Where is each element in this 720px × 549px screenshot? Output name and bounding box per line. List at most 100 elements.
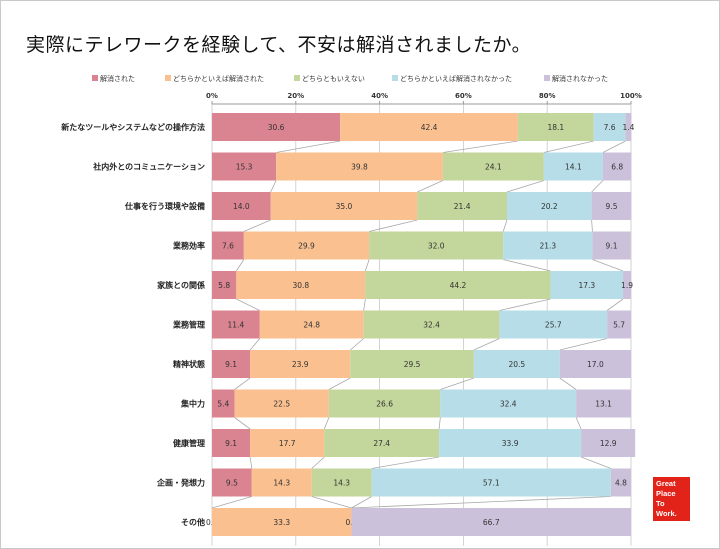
- bar-segment: [517, 113, 594, 141]
- series-line: [371, 456, 440, 469]
- data-label: 7.6: [604, 123, 616, 132]
- bar-segment: [503, 231, 593, 260]
- page-title: 実際にテレワークを経験して、不安は解消されましたか。: [26, 34, 532, 56]
- bar-segment: [234, 389, 329, 418]
- bar-segment: [212, 350, 251, 378]
- data-label: 25.7: [545, 321, 562, 330]
- series-line: [369, 219, 418, 232]
- category-label: その他: [181, 517, 205, 527]
- bar-segment: [251, 468, 312, 497]
- category-label: 企画・発想力: [156, 478, 205, 488]
- data-label: 9.1: [225, 360, 237, 369]
- data-label: 29.9: [298, 242, 315, 251]
- series-line: [249, 338, 261, 351]
- series-line: [499, 298, 551, 311]
- series-line: [506, 180, 544, 193]
- category-label: 社内外とのコミュニケーション: [92, 162, 205, 172]
- legend-swatch: [392, 75, 398, 81]
- series-line: [575, 417, 582, 430]
- bar-segment: [212, 113, 341, 141]
- bar-segment: [576, 389, 631, 418]
- series-line: [311, 456, 325, 469]
- x-tick-label: 0%: [206, 92, 218, 100]
- category-label: 業務効率: [172, 241, 205, 251]
- legend-label: どちらかといえば解消された: [173, 74, 264, 83]
- bar-segment: [623, 271, 631, 299]
- bar-segment: [439, 429, 582, 457]
- data-label: 35.0: [336, 202, 353, 211]
- data-label: 17.3: [578, 281, 595, 290]
- series-line: [591, 180, 604, 193]
- data-label: 20.2: [541, 202, 558, 211]
- x-tick-label: 80%: [539, 92, 556, 100]
- bar-segment: [610, 468, 631, 497]
- data-label: 42.4: [421, 123, 438, 132]
- logo-line: Great: [656, 479, 676, 488]
- data-label: 9.5: [226, 479, 238, 488]
- bar-segment: [236, 271, 366, 299]
- data-label: 18.1: [547, 123, 564, 132]
- data-label: 22.5: [273, 400, 290, 409]
- bar-segment: [212, 429, 251, 457]
- series-line: [276, 140, 341, 153]
- x-tick-label: 100%: [620, 92, 642, 100]
- data-label: 14.1: [565, 163, 582, 172]
- bar-segment: [607, 310, 631, 339]
- data-label: 11.4: [228, 321, 245, 330]
- data-label: 27.4: [373, 439, 390, 448]
- data-label: 21.3: [539, 242, 556, 251]
- category-label: 家族との関係: [157, 280, 205, 290]
- series-line: [442, 140, 518, 153]
- data-label: 32.4: [500, 400, 517, 409]
- bar-segment: [417, 192, 507, 220]
- series-line: [606, 298, 624, 311]
- bar-segment: [602, 152, 632, 181]
- series-line: [235, 259, 245, 272]
- series-line: [234, 417, 251, 430]
- series-line: [592, 259, 624, 272]
- bar-segment: [212, 271, 237, 299]
- bar-segment: [499, 310, 608, 339]
- x-tick-label: 20%: [287, 92, 304, 100]
- series-line: [580, 456, 612, 469]
- logo-line: To: [656, 499, 665, 508]
- series-line: [249, 456, 253, 469]
- data-label: 17.0: [587, 360, 604, 369]
- bar-segment: [592, 231, 631, 260]
- data-label: 21.4: [454, 202, 471, 211]
- series-line: [234, 377, 251, 390]
- bar-segment: [581, 429, 636, 457]
- series-line: [363, 298, 366, 311]
- bar-segment: [350, 350, 474, 378]
- bar-segment: [371, 468, 611, 497]
- data-label: 9.1: [225, 439, 237, 448]
- bar-segment: [363, 310, 500, 339]
- category-label: 集中力: [180, 399, 205, 409]
- bar-segment: [506, 192, 592, 220]
- data-label: 44.2: [450, 281, 467, 290]
- data-label: 14.0: [233, 202, 250, 211]
- series-line: [503, 259, 551, 272]
- bar-segment: [591, 192, 632, 220]
- series-line: [543, 140, 594, 153]
- bar-segment: [550, 271, 624, 299]
- data-label: 66.7: [483, 518, 500, 527]
- legend-swatch: [544, 75, 550, 81]
- bar-segment: [324, 429, 440, 457]
- data-label: 24.8: [303, 321, 320, 330]
- legend-swatch: [92, 75, 98, 81]
- data-label: 33.9: [502, 439, 519, 448]
- bar-segment: [328, 389, 441, 418]
- series-line: [351, 496, 611, 509]
- series-line: [591, 219, 593, 232]
- category-label: 精神状態: [173, 359, 205, 369]
- bar-segment: [212, 389, 235, 418]
- data-label: 23.9: [292, 360, 309, 369]
- bar-segment: [259, 310, 364, 339]
- category-label: 新たなツールやシステムなどの操作方法: [61, 122, 205, 132]
- bar-segment: [340, 113, 518, 141]
- logo-line: Place: [656, 489, 676, 498]
- data-label: 6.8: [611, 163, 623, 172]
- data-label: 9.1: [606, 242, 618, 251]
- series-line: [311, 496, 352, 509]
